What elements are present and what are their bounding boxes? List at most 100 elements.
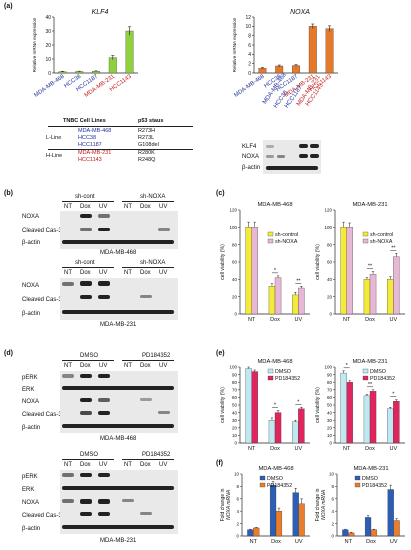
group-underline	[62, 459, 114, 460]
y-tick-label: 40	[45, 15, 51, 21]
bar	[274, 412, 282, 444]
lane-label: NT	[64, 204, 72, 210]
chart-title: NOXA	[290, 9, 310, 16]
lane-label: NT	[124, 270, 132, 276]
chart-f-468: MDA-MB-468 Fold change inNOXA mRNA 0 2 4 6 8 10…	[220, 466, 310, 545]
y-tick-label: 80	[232, 242, 238, 247]
table-row-line: HCC38	[78, 135, 97, 141]
lane-label: Dox	[80, 270, 91, 276]
lane-label: Dox	[80, 363, 91, 369]
y-tick-label: 8	[236, 484, 239, 489]
legend-label: PD184352	[370, 376, 395, 382]
x-tick-label: Dox	[365, 446, 375, 452]
x-tick-label: Dox	[270, 446, 280, 452]
y-axis-label: Relative mRNA expression	[232, 17, 237, 72]
y-axis-label-line: NOXA mRNA	[226, 489, 232, 520]
legend-swatch	[259, 482, 266, 488]
bar	[275, 511, 283, 537]
lane-label: Dox	[80, 204, 91, 210]
legend-label: sh-control	[275, 232, 298, 238]
bar	[251, 227, 258, 315]
y-tick-label: 100	[324, 365, 332, 370]
bar	[348, 532, 355, 537]
panel-label-d: (d)	[4, 350, 13, 357]
bar	[393, 401, 400, 444]
y-tick-label: 20	[45, 43, 51, 49]
y-tick-label: 80	[327, 380, 333, 385]
lane-label: UV	[159, 363, 168, 369]
y-tick-label: 70	[232, 388, 238, 393]
x-tick-label: NT	[248, 446, 256, 452]
significance-marker: **	[296, 278, 301, 284]
y-axis-label-line: Fold change in	[315, 488, 321, 521]
chart-a-klf4: KLF4 Relative mRNA expression 0 10 20 30 40 MDA…	[32, 9, 138, 99]
y-tick-label: 0	[331, 534, 334, 539]
blot-row-label: ERK	[22, 387, 35, 393]
table-divider	[48, 126, 193, 127]
panel-label-b: (b)	[4, 190, 13, 197]
x-tick-label: UV	[295, 446, 303, 452]
significance-marker: **	[368, 382, 373, 388]
bar	[292, 421, 299, 444]
x-tick-label: NT	[343, 317, 351, 323]
y-tick-label: 10	[234, 472, 240, 477]
y-tick-label: 80	[232, 380, 238, 385]
y-axis-label-line: NOXA mRNA	[321, 489, 327, 520]
significance-marker: *	[392, 392, 395, 398]
x-tick-label: Dox	[365, 317, 375, 323]
y-tick-label: 4	[248, 52, 251, 58]
y-tick-label: 40	[327, 277, 333, 282]
legend-label: sh-NOXA	[275, 239, 298, 245]
bar	[369, 273, 377, 315]
y-tick-label: 50	[327, 403, 333, 408]
group-label-sh-cont: sh-cont	[75, 194, 95, 200]
y-tick-label: 30	[45, 29, 51, 35]
y-tick-label: 12	[245, 15, 251, 21]
blot-row-label: NOXA	[22, 214, 40, 220]
legend-swatch	[267, 231, 274, 237]
table-row-p53: G108del	[138, 142, 159, 148]
bar	[393, 520, 400, 537]
chart-e-468: MDA-MB-468 cell viability (%) 0 10 20 30 40 50 6…	[220, 359, 310, 452]
legend-swatch	[354, 482, 361, 488]
group-label-dmso: DMSO	[80, 353, 98, 359]
bar	[292, 492, 299, 537]
y-axis-label: cell viability (%)	[220, 244, 226, 280]
bar	[268, 420, 276, 444]
table-divider	[48, 149, 193, 150]
chart-c-231: MDA-MB-231 cell viability (%) 0 20 40 60 80 100…	[315, 202, 405, 323]
y-tick-label: 60	[327, 395, 333, 400]
lane-label: UV	[99, 462, 108, 468]
lane-label: UV	[99, 204, 108, 210]
group-label-sh-cont: sh-cont	[75, 260, 95, 266]
y-tick-label: 90	[327, 372, 333, 377]
y-tick-label: 10	[245, 24, 251, 30]
lane-label: UV	[159, 462, 168, 468]
y-tick-label: 2	[248, 61, 251, 67]
x-tick-label: Dox	[366, 539, 376, 545]
cell-line-caption: MDA-MB-231	[100, 538, 137, 544]
x-tick-label: NT	[343, 446, 351, 452]
blot-row-label: NOXA	[22, 283, 40, 289]
blot-row-label: ERK	[22, 487, 35, 493]
y-tick-label: 120	[324, 208, 332, 213]
legend-swatch	[362, 375, 369, 381]
chart-a-noxa: NOXA Relative mRNA expression 0 2 4 6 8 10 12 MDA…	[232, 9, 338, 99]
blot-row-label: β-actin	[22, 240, 41, 246]
y-tick-label: 2	[331, 521, 334, 526]
y-tick-label: 80	[327, 242, 333, 247]
y-axis-label: cell viability (%)	[315, 244, 321, 280]
lane-label: NT	[124, 363, 132, 369]
chart-title: MDA-MB-231	[352, 359, 387, 365]
x-tick-label: NT	[250, 539, 258, 545]
blot-row-label: Cleaved Cas-3	[22, 513, 62, 519]
y-tick-label: 60	[232, 395, 238, 400]
blot-row-label: NOXA	[22, 399, 40, 405]
lane-label: Dox	[140, 270, 151, 276]
y-tick-label: 6	[331, 497, 334, 502]
bar	[342, 529, 349, 537]
legend-label: DMSO	[275, 369, 291, 375]
y-axis-label: cell viability (%)	[315, 387, 321, 423]
lane-label: NT	[64, 270, 72, 276]
cell-line-caption: MDA-MB-468	[100, 250, 137, 256]
